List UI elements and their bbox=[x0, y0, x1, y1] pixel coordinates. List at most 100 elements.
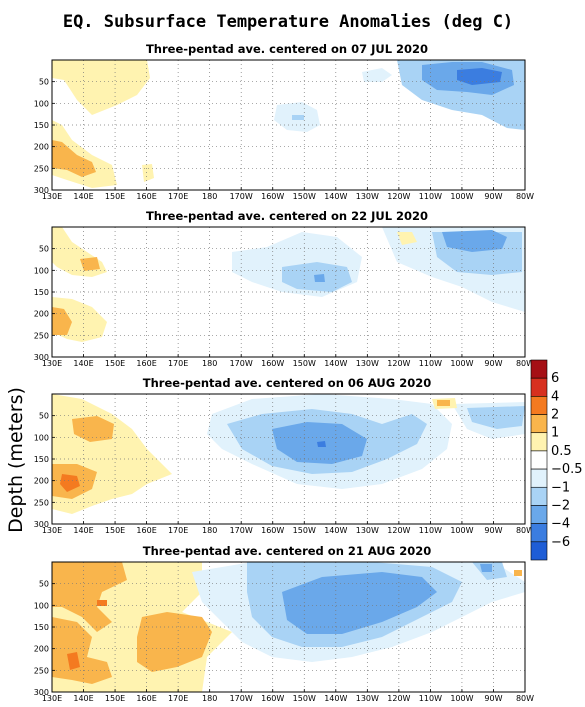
colorbar-swatch bbox=[530, 486, 548, 506]
anomaly-contour bbox=[52, 60, 150, 115]
colorbar-swatch bbox=[530, 396, 548, 415]
anomaly-contour bbox=[137, 612, 212, 672]
x-tick-label: 110W bbox=[419, 359, 442, 368]
x-tick-label: 180 bbox=[202, 359, 217, 368]
y-tick-label: 100 bbox=[34, 266, 49, 275]
chart-title: EQ. Subsurface Temperature Anomalies (de… bbox=[63, 12, 513, 32]
anomaly-contour bbox=[97, 600, 107, 606]
colorbar-label: −2 bbox=[551, 498, 570, 513]
anomaly-contour bbox=[67, 652, 80, 670]
x-tick-label: 130W bbox=[356, 192, 379, 201]
colorbar-label: 4 bbox=[551, 389, 559, 404]
x-tick-label: 100W bbox=[450, 526, 473, 535]
colorbar-label: −1 bbox=[551, 480, 570, 495]
x-tick-label: 110W bbox=[419, 694, 442, 703]
anomaly-contour bbox=[397, 232, 417, 245]
y-tick-label: 300 bbox=[34, 186, 49, 195]
x-tick-label: 90W bbox=[484, 526, 502, 535]
x-tick-label: 160E bbox=[136, 694, 156, 703]
x-tick-label: 120W bbox=[387, 694, 410, 703]
anomaly-contour bbox=[52, 120, 117, 188]
x-tick-label: 150E bbox=[105, 694, 125, 703]
anomaly-contour bbox=[292, 115, 304, 120]
panel-plot-area bbox=[52, 394, 525, 524]
x-tick-label: 120W bbox=[387, 359, 410, 368]
x-tick-label: 170W bbox=[230, 359, 253, 368]
y-tick-label: 200 bbox=[34, 143, 49, 152]
anomaly-contour bbox=[362, 68, 392, 82]
anomaly-contour bbox=[60, 474, 80, 492]
x-tick-label: 150E bbox=[105, 192, 125, 201]
y-tick-label: 200 bbox=[34, 645, 49, 654]
x-tick-label: 150E bbox=[105, 526, 125, 535]
anomaly-contour bbox=[314, 274, 325, 282]
x-tick-label: 160W bbox=[261, 192, 284, 201]
x-tick-label: 160W bbox=[261, 526, 284, 535]
x-tick-label: 80W bbox=[516, 192, 534, 201]
panel-aug-21: Three-pentad ave. centered on 21 AUG 202… bbox=[52, 544, 525, 692]
y-tick-label: 100 bbox=[34, 601, 49, 610]
anomaly-contour bbox=[142, 164, 154, 182]
colorbar-swatch bbox=[530, 523, 548, 543]
x-tick-label: 140E bbox=[73, 694, 93, 703]
colorbar-swatch bbox=[530, 432, 548, 452]
x-tick-label: 150E bbox=[105, 359, 125, 368]
x-tick-label: 140W bbox=[324, 694, 347, 703]
x-tick-label: 170E bbox=[168, 359, 188, 368]
y-tick-label: 250 bbox=[34, 331, 49, 340]
x-tick-label: 130E bbox=[42, 526, 62, 535]
anomaly-contour bbox=[437, 400, 450, 406]
x-tick-label: 80W bbox=[516, 694, 534, 703]
colorbar-label: 1 bbox=[551, 426, 559, 441]
anomaly-contour bbox=[52, 617, 112, 684]
x-tick-label: 120W bbox=[387, 192, 410, 201]
y-tick-label: 50 bbox=[39, 412, 49, 421]
panel-plot-area bbox=[52, 562, 525, 692]
y-tick-label: 50 bbox=[39, 580, 49, 589]
x-tick-label: 170W bbox=[230, 526, 253, 535]
x-tick-label: 130E bbox=[42, 694, 62, 703]
anomaly-contour bbox=[442, 230, 507, 252]
x-tick-label: 140W bbox=[324, 526, 347, 535]
panel-plot-area bbox=[52, 227, 525, 357]
colorbar-label: −6 bbox=[551, 535, 570, 550]
x-tick-label: 160W bbox=[261, 694, 284, 703]
anomaly-contour bbox=[457, 68, 502, 85]
x-tick-label: 180 bbox=[202, 192, 217, 201]
x-tick-label: 180 bbox=[202, 694, 217, 703]
x-tick-label: 170E bbox=[168, 526, 188, 535]
x-tick-label: 130W bbox=[356, 359, 379, 368]
y-tick-label: 300 bbox=[34, 688, 49, 697]
x-tick-label: 140W bbox=[324, 359, 347, 368]
colorbar-swatch bbox=[530, 359, 548, 379]
y-tick-label: 300 bbox=[34, 353, 49, 362]
anomaly-contour bbox=[52, 140, 96, 177]
panel-subtitle: Three-pentad ave. centered on 21 AUG 202… bbox=[143, 544, 431, 558]
panel-subtitle: Three-pentad ave. centered on 06 AUG 202… bbox=[143, 376, 431, 390]
x-tick-label: 130E bbox=[42, 359, 62, 368]
anomaly-contour bbox=[80, 257, 100, 271]
panel-subtitle: Three-pentad ave. centered on 07 JUL 202… bbox=[146, 42, 428, 56]
x-tick-label: 110W bbox=[419, 192, 442, 201]
x-tick-label: 100W bbox=[450, 694, 473, 703]
x-tick-label: 120W bbox=[387, 526, 410, 535]
x-tick-label: 140E bbox=[73, 526, 93, 535]
y-tick-label: 50 bbox=[39, 245, 49, 254]
anomaly-contour bbox=[52, 227, 107, 277]
x-tick-label: 150W bbox=[293, 359, 316, 368]
x-tick-label: 140E bbox=[73, 192, 93, 201]
x-tick-label: 90W bbox=[484, 192, 502, 201]
x-tick-label: 160E bbox=[136, 192, 156, 201]
x-tick-label: 100W bbox=[450, 359, 473, 368]
colorbar-swatch bbox=[530, 450, 548, 470]
y-tick-label: 150 bbox=[34, 121, 49, 130]
anomaly-contour bbox=[480, 564, 492, 572]
x-tick-label: 170E bbox=[168, 694, 188, 703]
colorbar-label: −4 bbox=[551, 517, 570, 532]
colorbar-swatch bbox=[530, 414, 548, 434]
x-tick-label: 160E bbox=[136, 359, 156, 368]
y-tick-label: 100 bbox=[34, 433, 49, 442]
x-tick-label: 130W bbox=[356, 694, 379, 703]
y-tick-label: 200 bbox=[34, 477, 49, 486]
